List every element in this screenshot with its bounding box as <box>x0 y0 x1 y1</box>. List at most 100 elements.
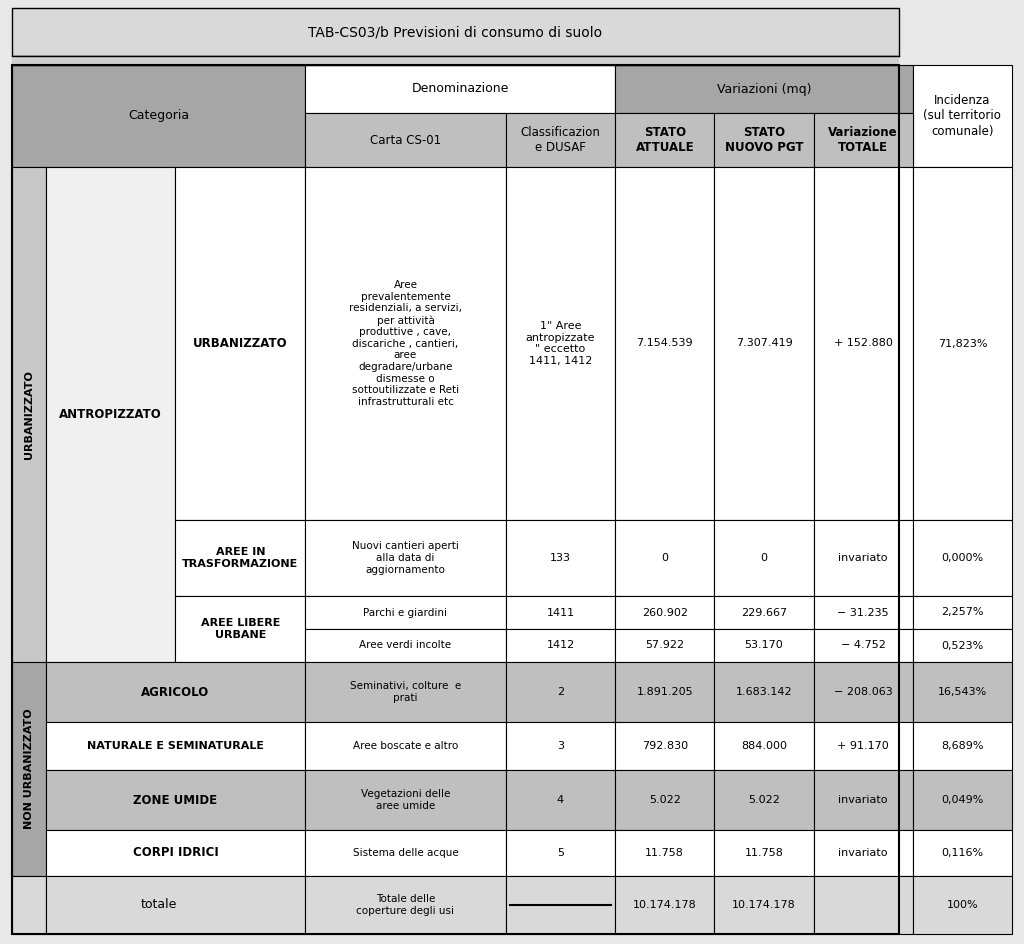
Text: 16,543%: 16,543% <box>938 687 987 697</box>
Bar <box>814 830 912 876</box>
Bar <box>615 876 715 934</box>
Text: 884.000: 884.000 <box>741 741 787 751</box>
Text: Variazione
TOTALE: Variazione TOTALE <box>828 126 898 154</box>
Bar <box>615 770 715 830</box>
Text: URBANIZZATO: URBANIZZATO <box>24 370 34 459</box>
Text: Seminativi, colture  e
prati: Seminativi, colture e prati <box>350 682 461 702</box>
Bar <box>506 520 615 596</box>
Text: 11.758: 11.758 <box>645 848 684 858</box>
Bar <box>912 520 1012 596</box>
Text: Variazioni (mq): Variazioni (mq) <box>717 82 811 95</box>
Text: 0: 0 <box>662 553 669 563</box>
Text: 0,049%: 0,049% <box>941 795 984 805</box>
Text: TAB-CS03/b Previsioni di consumo di suolo: TAB-CS03/b Previsioni di consumo di suol… <box>308 25 602 39</box>
Bar <box>12 8 899 56</box>
Bar <box>305 629 506 662</box>
Text: NON URBANIZZATO: NON URBANIZZATO <box>24 709 34 830</box>
Bar <box>814 113 912 167</box>
Text: 1411: 1411 <box>547 608 574 617</box>
Text: Parchi e giardini: Parchi e giardini <box>364 608 447 617</box>
Text: Vegetazioni delle
aree umide: Vegetazioni delle aree umide <box>360 789 451 811</box>
Bar <box>46 167 175 662</box>
Bar <box>715 167 814 520</box>
Bar <box>46 876 305 934</box>
Bar <box>715 770 814 830</box>
Bar <box>12 65 305 167</box>
Bar <box>12 167 46 662</box>
Text: invariato: invariato <box>839 795 888 805</box>
Bar <box>305 113 506 167</box>
Bar <box>506 167 615 520</box>
Bar <box>814 596 912 629</box>
Bar <box>814 876 912 934</box>
Bar <box>506 662 615 722</box>
Text: ZONE UMIDE: ZONE UMIDE <box>133 794 217 806</box>
Text: AREE IN
TRASFORMAZIONE: AREE IN TRASFORMAZIONE <box>182 548 298 569</box>
Bar <box>12 662 46 876</box>
Bar <box>715 722 814 770</box>
Text: 11.758: 11.758 <box>744 848 783 858</box>
Text: 8,689%: 8,689% <box>941 741 984 751</box>
Text: 7.307.419: 7.307.419 <box>735 339 793 348</box>
Bar <box>814 629 912 662</box>
Bar <box>175 596 305 662</box>
Text: invariato: invariato <box>839 553 888 563</box>
Text: Denominazione: Denominazione <box>412 82 509 95</box>
Text: Totale delle
coperture degli usi: Totale delle coperture degli usi <box>356 894 455 916</box>
Text: 229.667: 229.667 <box>741 608 787 617</box>
Text: URBANIZZATO: URBANIZZATO <box>193 337 288 350</box>
Bar <box>715 830 814 876</box>
Text: STATO
ATTUALE: STATO ATTUALE <box>636 126 694 154</box>
Bar <box>715 113 814 167</box>
Bar <box>814 520 912 596</box>
Bar <box>506 770 615 830</box>
Text: 1.683.142: 1.683.142 <box>735 687 793 697</box>
Text: − 4.752: − 4.752 <box>841 640 886 650</box>
Text: 1.891.205: 1.891.205 <box>637 687 693 697</box>
Bar <box>305 830 506 876</box>
Bar <box>912 596 1012 629</box>
Bar <box>715 629 814 662</box>
Bar <box>12 56 899 65</box>
Bar <box>46 662 305 722</box>
Bar <box>305 876 506 934</box>
Text: 100%: 100% <box>946 900 978 910</box>
Bar <box>715 876 814 934</box>
Text: 53.170: 53.170 <box>744 640 783 650</box>
Text: − 31.235: − 31.235 <box>838 608 889 617</box>
Bar <box>506 722 615 770</box>
Bar <box>305 520 506 596</box>
Bar <box>615 830 715 876</box>
Bar <box>305 596 506 629</box>
Text: 5.022: 5.022 <box>749 795 780 805</box>
Text: totale: totale <box>140 899 177 912</box>
Text: 0,116%: 0,116% <box>941 848 983 858</box>
Bar <box>615 662 715 722</box>
Bar <box>46 830 305 876</box>
Bar <box>912 770 1012 830</box>
Bar <box>912 662 1012 722</box>
Bar <box>615 596 715 629</box>
Text: Aree
prevalentemente
residenziali, a servizi,
per attività
produttive , cave,
di: Aree prevalentemente residenziali, a ser… <box>349 280 462 407</box>
Text: 2: 2 <box>557 687 564 697</box>
Text: Aree verdi incolte: Aree verdi incolte <box>359 640 452 650</box>
Bar <box>506 629 615 662</box>
Bar <box>506 113 615 167</box>
Bar <box>814 167 912 520</box>
Text: Sistema delle acque: Sistema delle acque <box>352 848 459 858</box>
Bar <box>615 722 715 770</box>
Text: Incidenza
(sul territorio
comunale): Incidenza (sul territorio comunale) <box>924 94 1001 138</box>
Text: 1" Aree
antropizzate
" eccetto
1411, 1412: 1" Aree antropizzate " eccetto 1411, 141… <box>525 321 595 366</box>
Text: 10.174.178: 10.174.178 <box>633 900 696 910</box>
Text: 5: 5 <box>557 848 564 858</box>
Bar <box>46 770 305 830</box>
Bar <box>175 520 305 596</box>
Text: Aree boscate e altro: Aree boscate e altro <box>353 741 458 751</box>
Bar <box>715 520 814 596</box>
Text: 0: 0 <box>761 553 767 563</box>
Bar <box>814 722 912 770</box>
Bar <box>305 722 506 770</box>
Bar <box>615 167 715 520</box>
Text: 0,523%: 0,523% <box>941 640 983 650</box>
Text: Carta CS-01: Carta CS-01 <box>370 133 441 146</box>
